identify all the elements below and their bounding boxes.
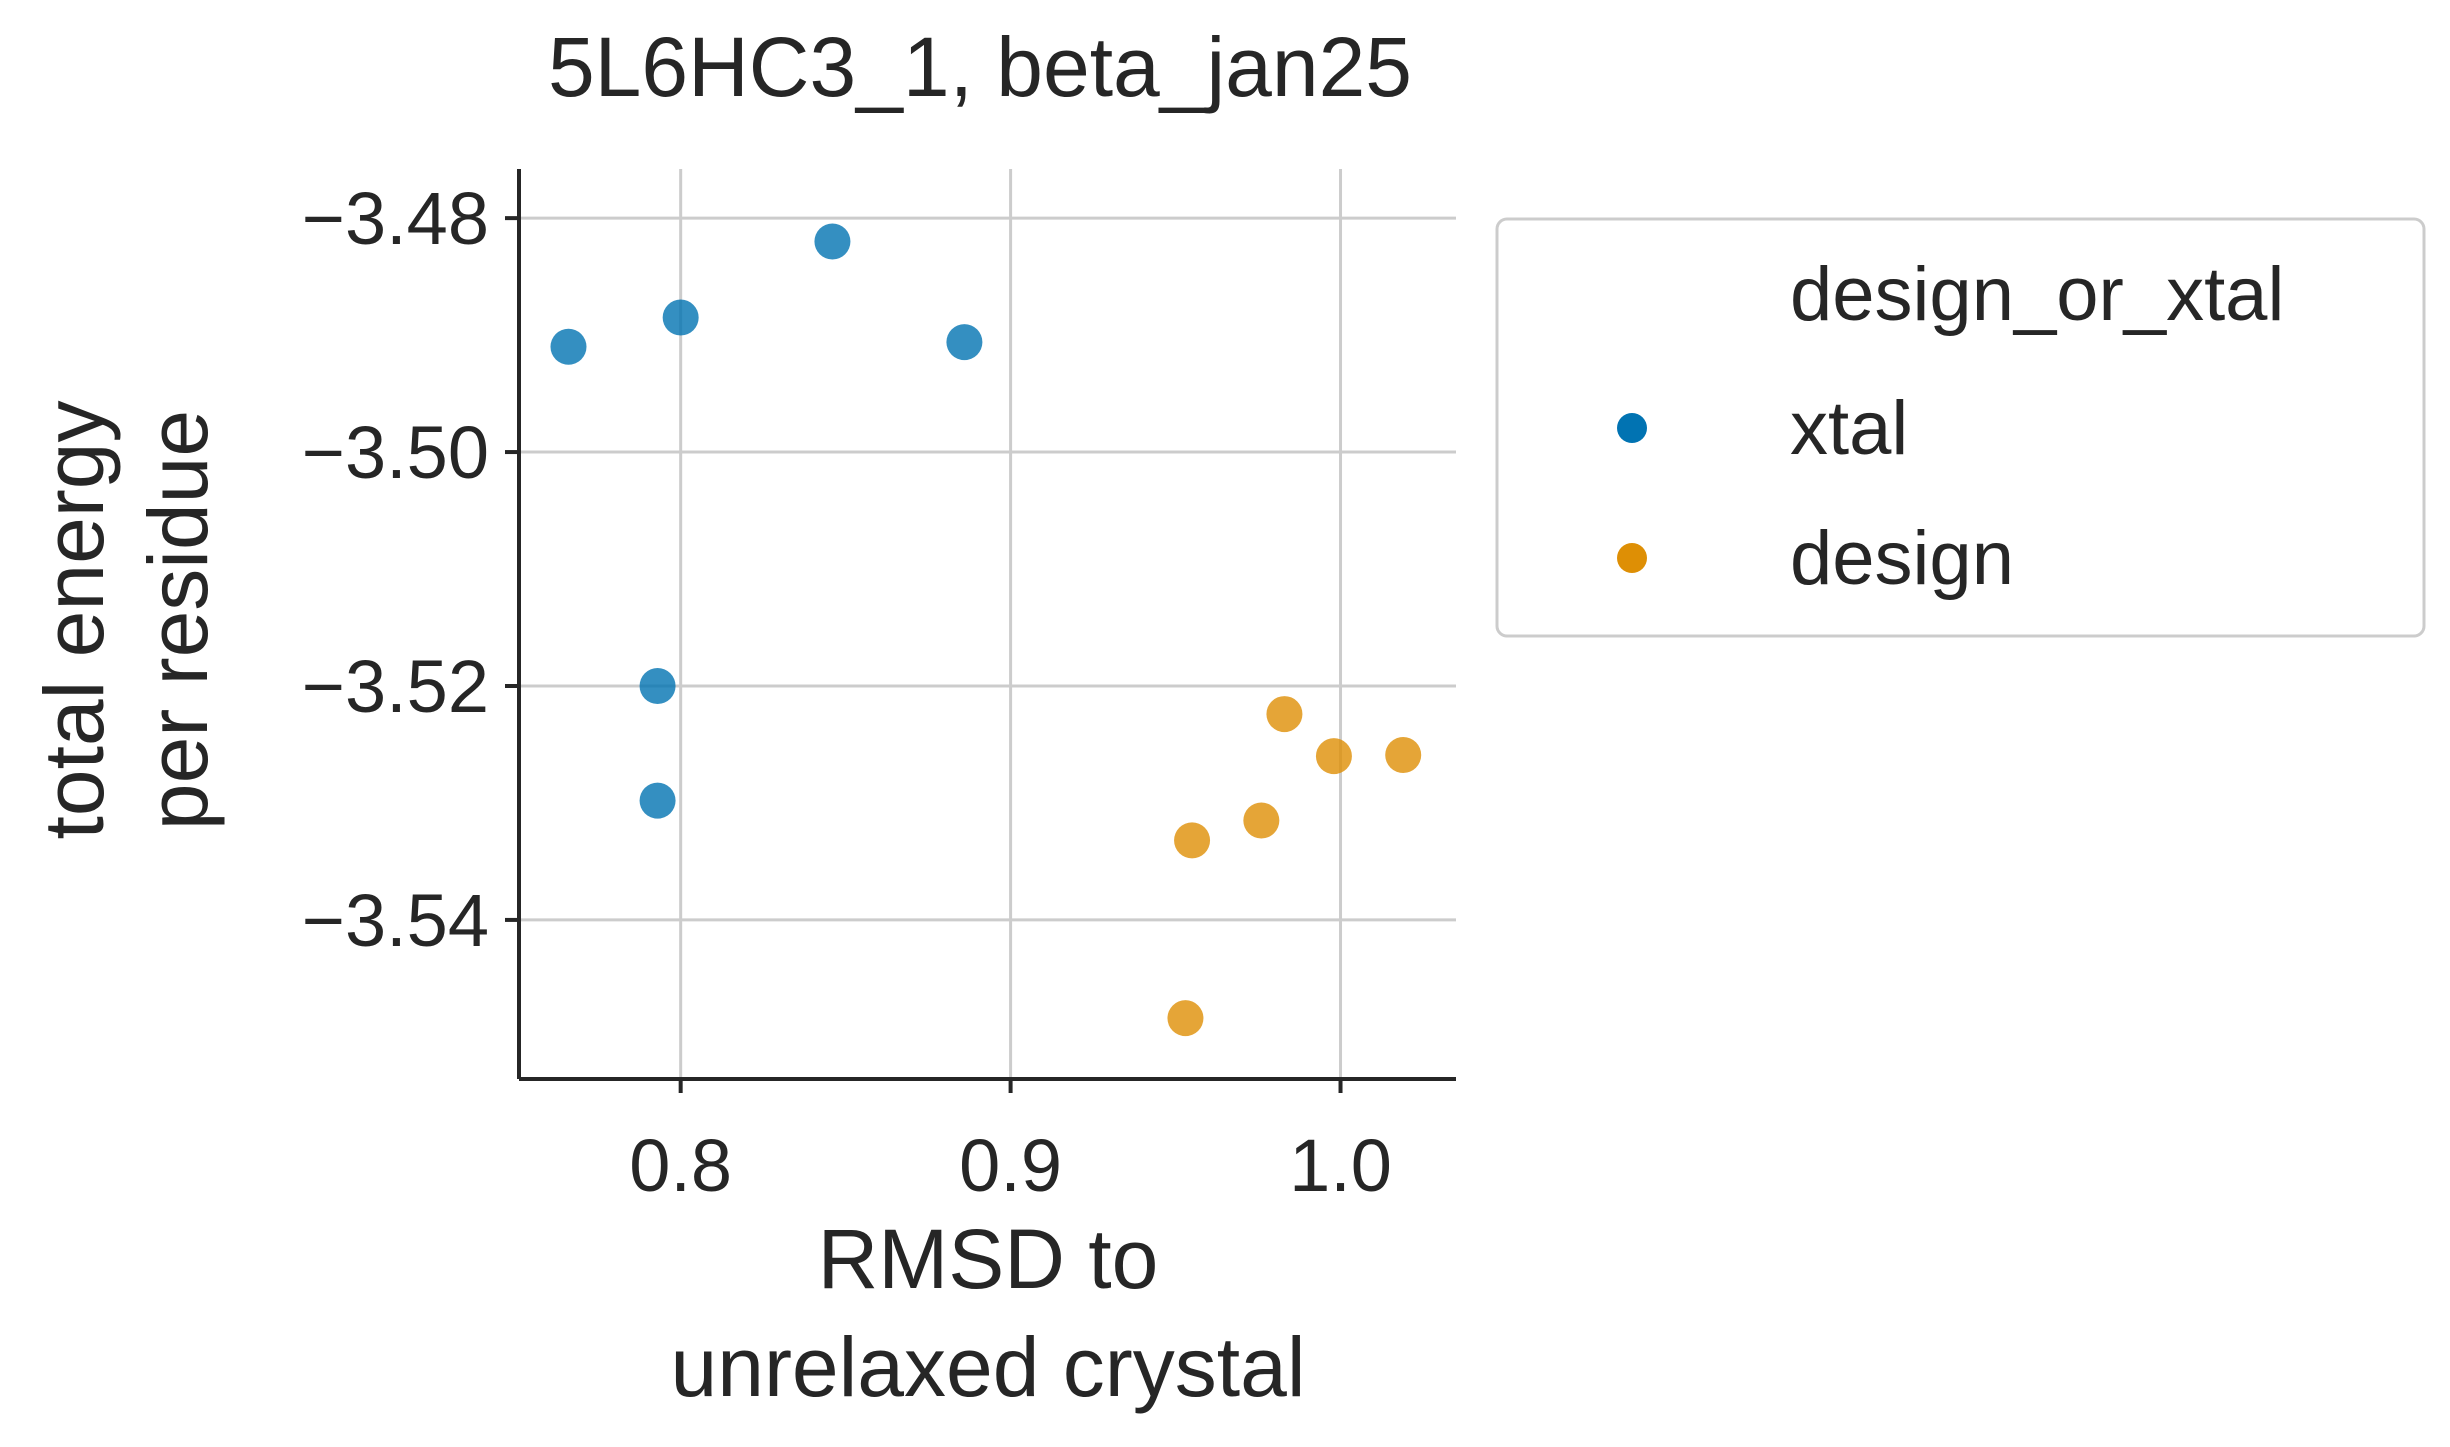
data-point-xtal (639, 782, 676, 819)
data-point-xtal (550, 328, 587, 365)
legend-frame (1495, 217, 2426, 638)
legend-marker-design (1617, 543, 1647, 573)
data-point-design (1266, 696, 1303, 733)
chart-title: 5L6HC3_1, beta_jan25 (548, 20, 1412, 114)
data-point-design (1167, 1000, 1204, 1037)
legend-label-design: design (1790, 516, 2014, 601)
x-axis-ticks: 0.8 0.9 1.0 (629, 1079, 1392, 1207)
x-axis-label-line-2: unrelaxed crystal (671, 1320, 1306, 1414)
data-point-xtal (946, 324, 983, 361)
x-axis-label-line-1: RMSD to (818, 1212, 1159, 1306)
y-tick-label: −3.50 (302, 411, 489, 494)
data-point-design (1243, 802, 1280, 839)
data-point-design (1385, 737, 1422, 774)
x-tick-label: 1.0 (1289, 1124, 1392, 1207)
y-axis-ticks: −3.48 −3.50 −3.52 −3.54 (302, 177, 519, 962)
data-point-xtal (639, 667, 676, 704)
data-point-xtal (814, 223, 851, 260)
legend-label-xtal: xtal (1790, 386, 1908, 471)
x-tick-label: 0.8 (629, 1124, 732, 1207)
y-axis-label-line-2: per residue (131, 410, 225, 830)
y-axis-label-line-1: total energy (27, 401, 121, 840)
data-point-design (1315, 738, 1352, 775)
y-tick-label: −3.54 (302, 879, 489, 962)
legend-items: xtal design (1617, 386, 2014, 601)
plot-area: 0.8 0.9 1.0 −3.48 −3.50 −3.52 −3.54 (302, 169, 1456, 1207)
x-tick-label: 0.9 (959, 1124, 1062, 1207)
y-tick-label: −3.48 (302, 177, 489, 260)
legend-marker-xtal (1617, 413, 1647, 443)
grid-lines (519, 169, 1456, 1079)
y-tick-label: −3.52 (302, 645, 489, 728)
legend-title: design_or_xtal (1790, 252, 2284, 337)
data-points (550, 223, 1422, 1037)
legend: design_or_xtal xtal design (1495, 217, 2426, 638)
data-point-design (1174, 822, 1211, 859)
data-point-xtal (662, 299, 699, 336)
